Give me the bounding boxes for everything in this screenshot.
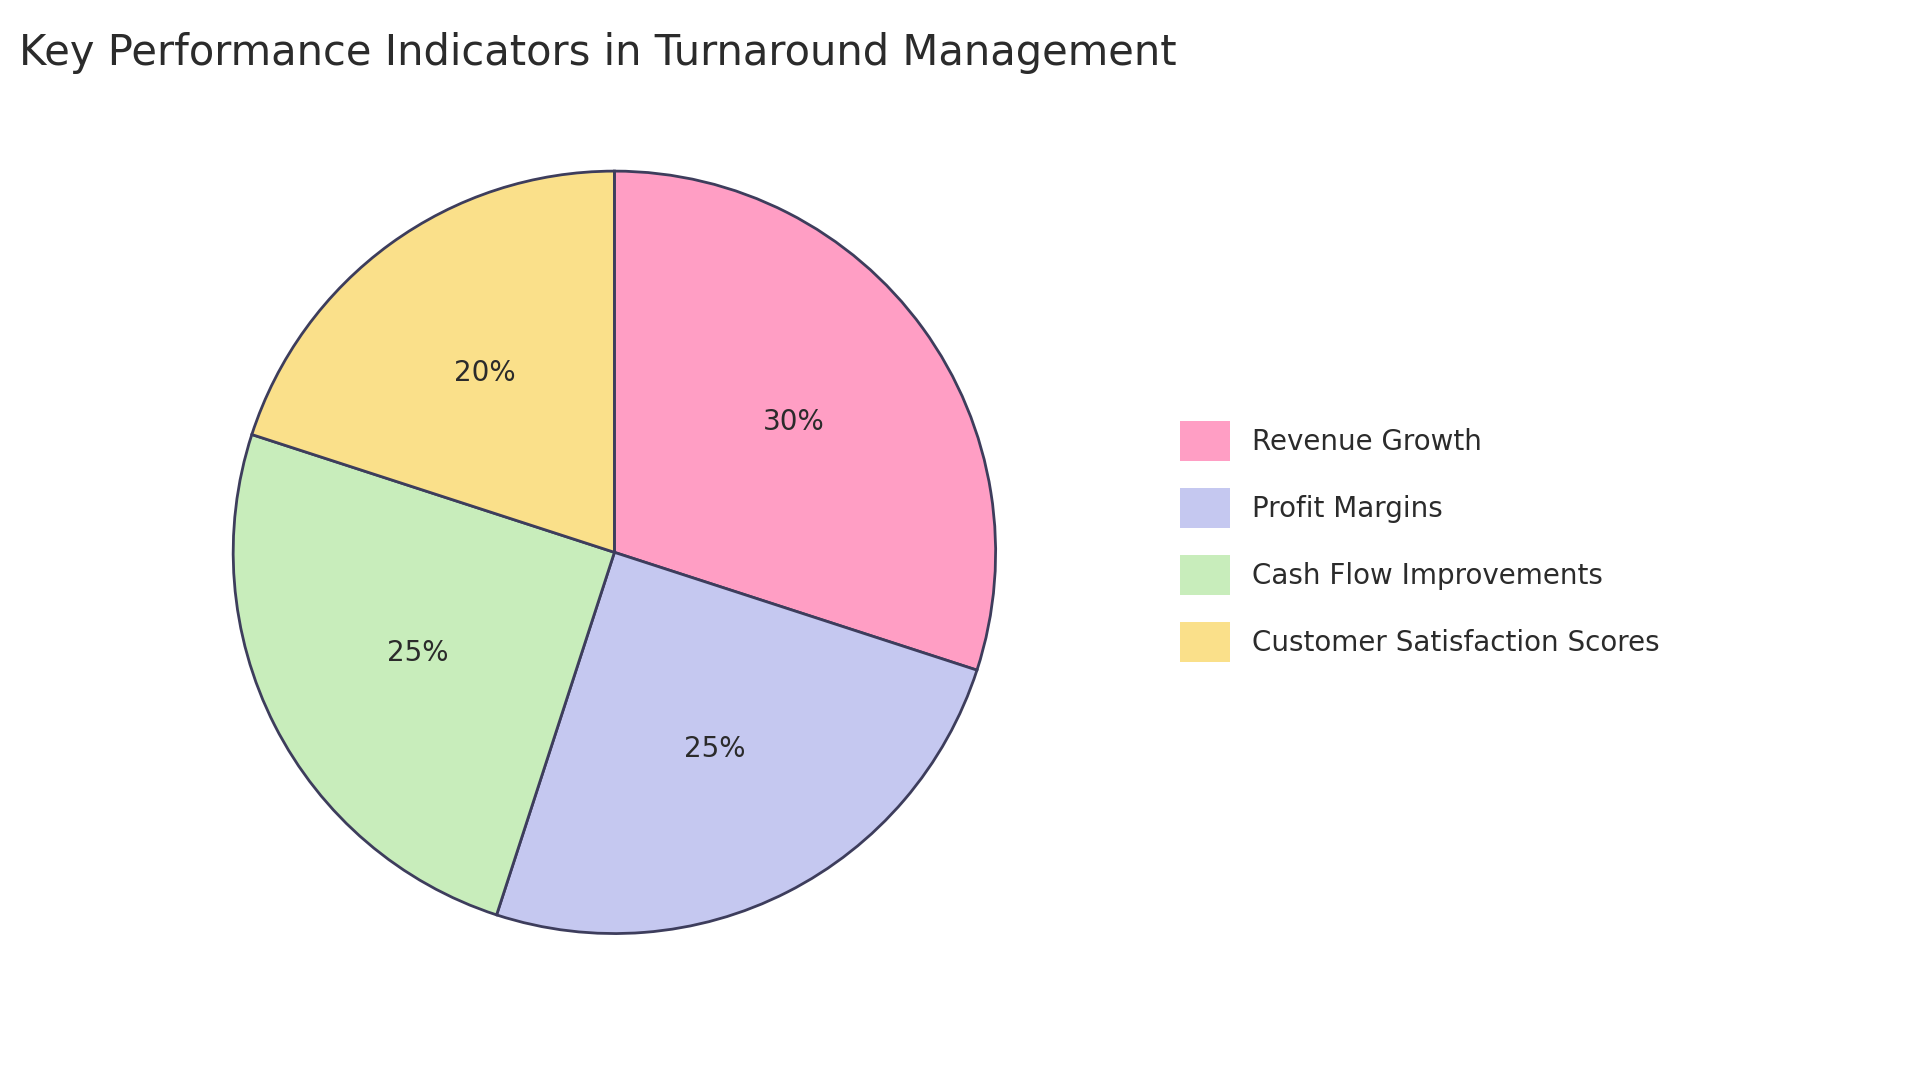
- Text: 30%: 30%: [762, 408, 824, 436]
- Legend: Revenue Growth, Profit Margins, Cash Flow Improvements, Customer Satisfaction Sc: Revenue Growth, Profit Margins, Cash Flo…: [1165, 407, 1674, 676]
- Wedge shape: [232, 434, 614, 915]
- Text: 20%: 20%: [453, 360, 515, 388]
- Text: Key Performance Indicators in Turnaround Management: Key Performance Indicators in Turnaround…: [19, 32, 1177, 75]
- Text: 25%: 25%: [684, 735, 745, 764]
- Wedge shape: [252, 171, 614, 552]
- Text: 25%: 25%: [386, 639, 447, 667]
- Wedge shape: [497, 552, 977, 934]
- Wedge shape: [614, 171, 996, 670]
